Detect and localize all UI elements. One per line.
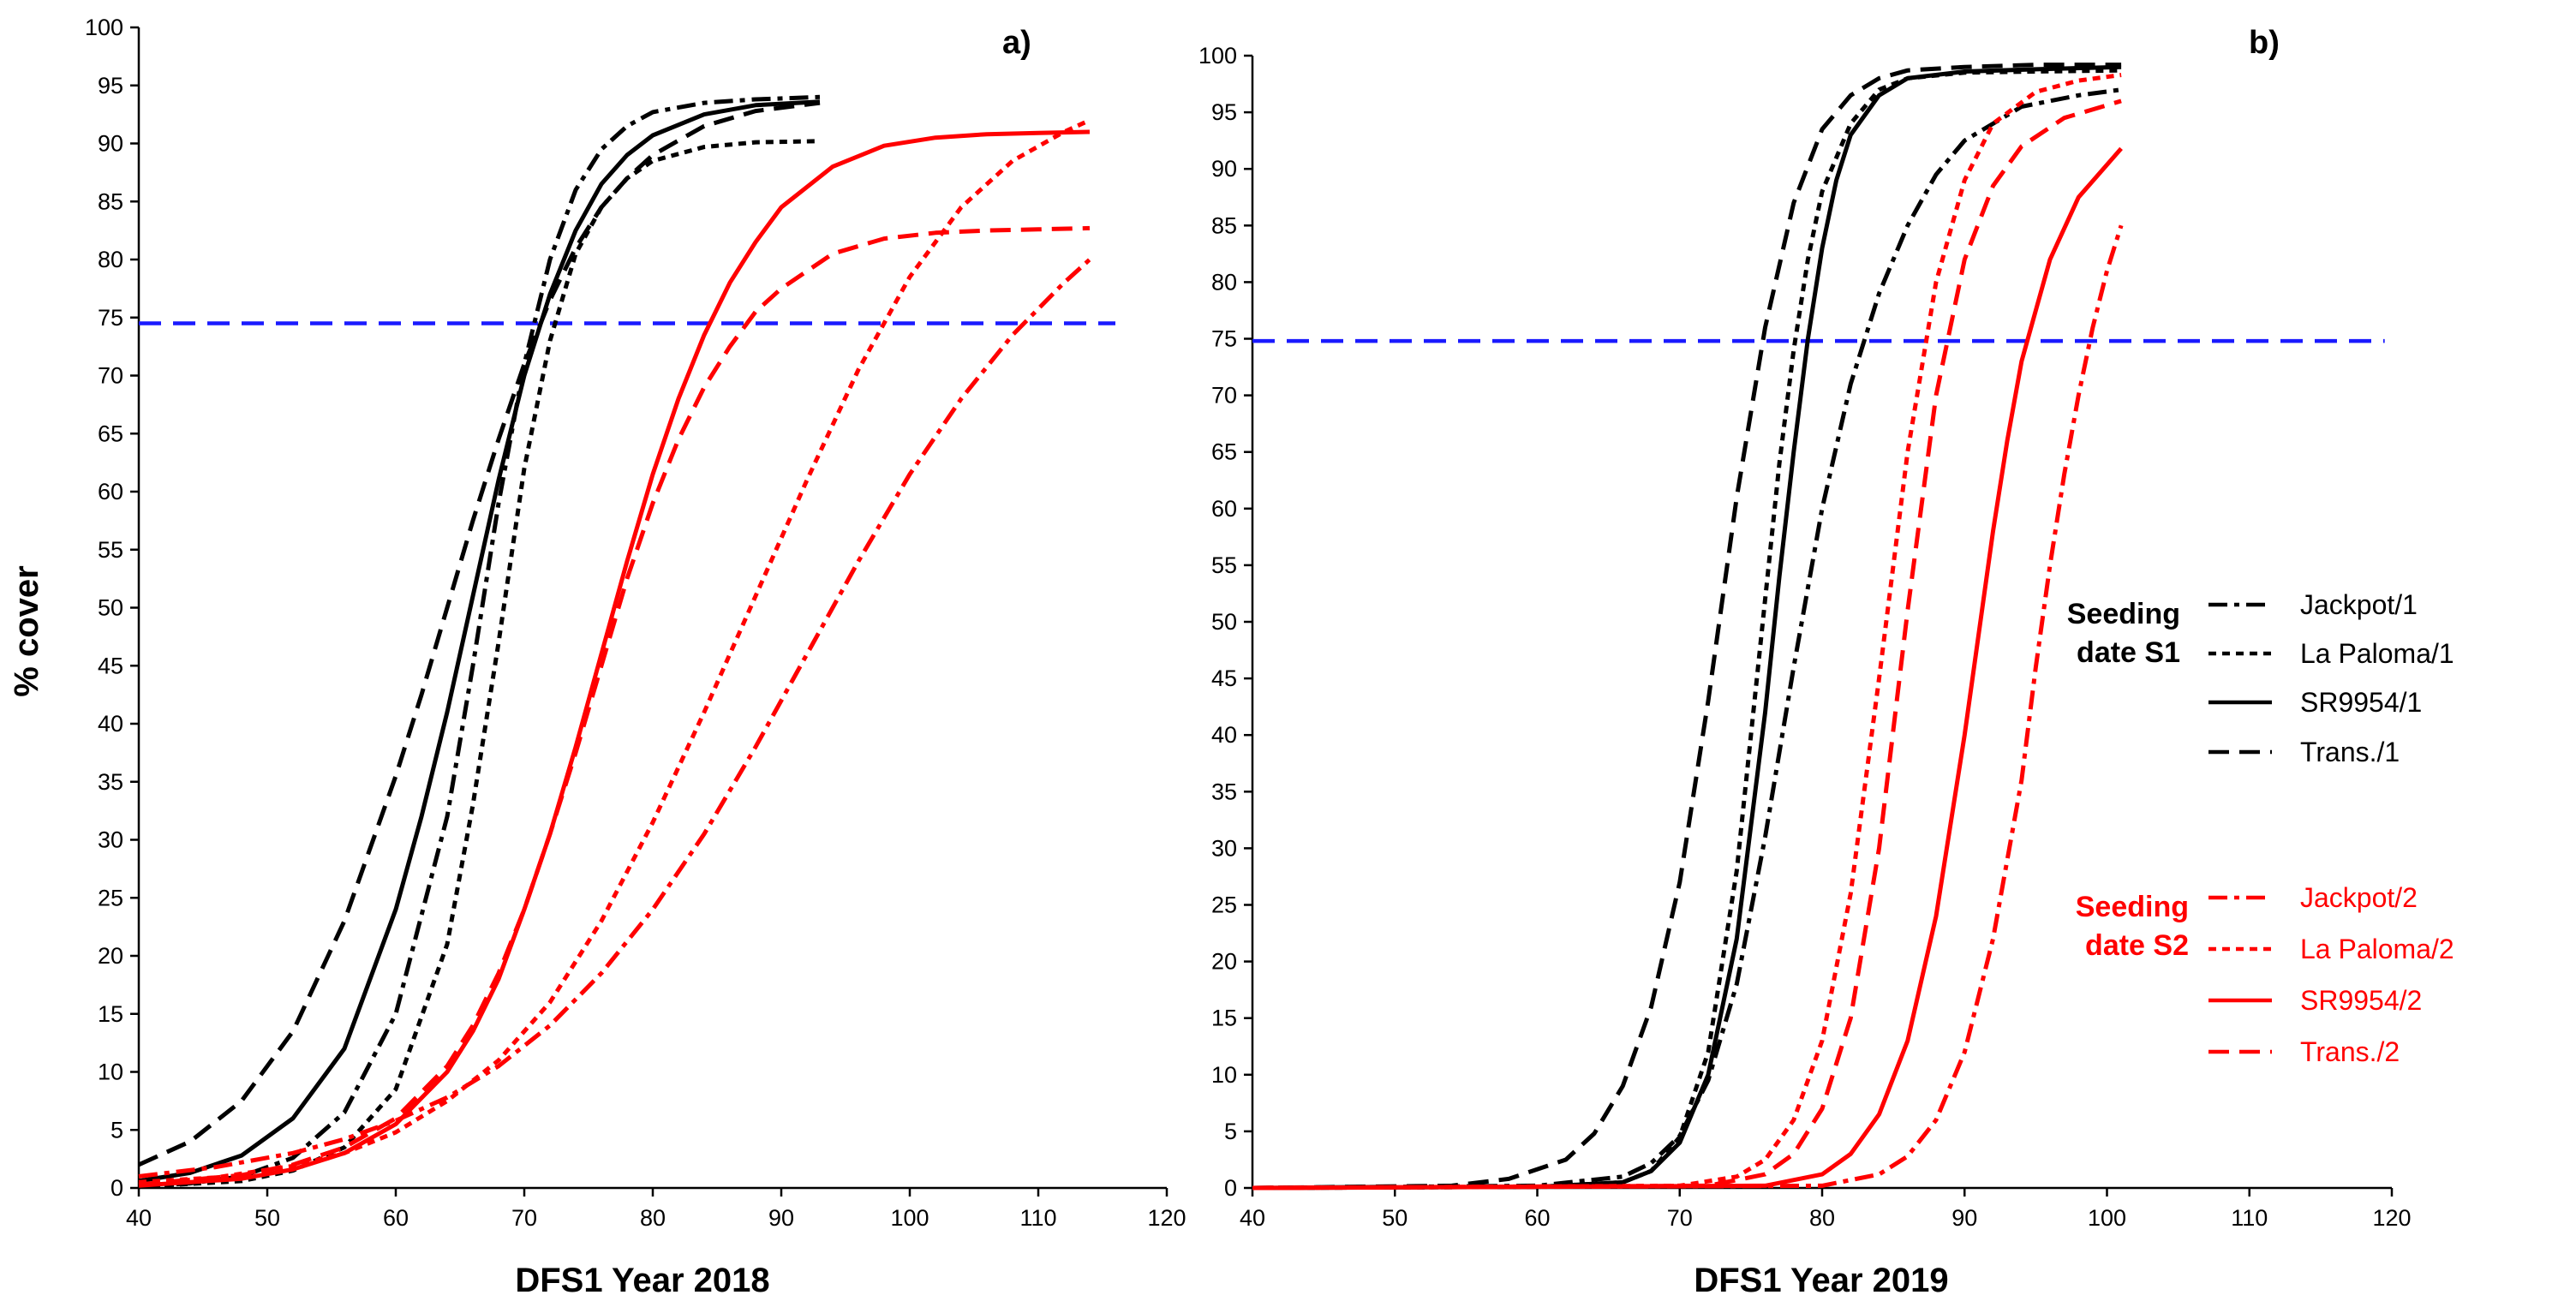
panel-b-series-trans-2: [1252, 98, 2122, 1191]
panel-a-y-tick-label: 50: [98, 595, 123, 621]
panel-a-x-tick-label: 100: [890, 1205, 929, 1231]
panel-a-series-sr9954-2: [138, 129, 1091, 1188]
panel-a-y-tick-label: 75: [98, 305, 123, 331]
legend-label: Trans./2: [2300, 1036, 2400, 1067]
panel-b-y-tick-label: 75: [1211, 326, 1237, 352]
panel-a-y-tick-label: 40: [98, 711, 123, 737]
panel-b-y-tick-label: 15: [1211, 1006, 1237, 1031]
panel-a-x-tick-label: 70: [511, 1205, 537, 1231]
panel-b-y-tick-label: 95: [1211, 99, 1237, 125]
panel-b-title: b): [2249, 25, 2280, 61]
panel-a-x-tick-label: 40: [126, 1205, 152, 1231]
legend-heading-s1-line1: Seeding: [2067, 598, 2180, 630]
panel-b-x-tick-label: 110: [2231, 1205, 2268, 1231]
panel-a-y-tick-label: 65: [98, 421, 123, 446]
panel-b-x-tick-label: 40: [1240, 1205, 1265, 1231]
legend-label: Trans./1: [2300, 737, 2400, 767]
legend-heading-s2-line2: date S2: [2085, 929, 2189, 962]
legend-label: La Paloma/2: [2300, 934, 2454, 964]
legend-label: SR9954/1: [2300, 687, 2422, 718]
panel-b-y-tick-label: 55: [1211, 552, 1237, 578]
panel-a-x-tick-label: 50: [254, 1205, 280, 1231]
panel-a-y-axis-title: % cover: [8, 565, 45, 696]
panel-b-x-axis-title: DFS1 Year 2019: [1694, 1262, 1948, 1299]
panel-a-y-tick-label: 80: [98, 247, 123, 272]
panel-b-y-tick-label: 60: [1211, 496, 1237, 522]
panel-b-y-tick-label: 85: [1211, 212, 1237, 238]
panel-a-series-la-paloma-2: [138, 118, 1091, 1185]
panel-b: b) DFS1 Year 2019 0 5 10 15 20 25 30 35 40 45 50 55…: [1198, 25, 2412, 1299]
legend-label: Jackpot/2: [2300, 882, 2418, 913]
panel-a-y-tick-label: 55: [98, 537, 123, 563]
panel-a: a) DFS1 Year 2018 % cover 0 5 10 15 20 25 30 35…: [8, 15, 1186, 1299]
panel-a-x-tick-label: 80: [640, 1205, 666, 1231]
panel-a-y-tick-label: 0: [111, 1175, 123, 1201]
panel-a-y-tick-label: 85: [98, 188, 123, 214]
panel-b-y-tick-label: 65: [1211, 439, 1237, 465]
panel-b-y-tick-label: 40: [1211, 722, 1237, 748]
panel-b-y-tick-label: 35: [1211, 779, 1237, 804]
panel-a-x-axis-title: DFS1 Year 2018: [515, 1262, 769, 1299]
legend-heading-s2-line1: Seeding: [2076, 891, 2189, 923]
panel-a-x-tick-label: 90: [768, 1205, 794, 1231]
panel-b-y-tick-label: 0: [1224, 1175, 1237, 1201]
panel-b-y-tick-label: 90: [1211, 156, 1237, 182]
panel-a-series-sr9954-1: [138, 99, 821, 1184]
panel-a-y-tick-label: 10: [98, 1059, 123, 1085]
panel-b-series-sr9954-1: [1252, 64, 2122, 1191]
panel-b-series-jackpot-2: [1252, 224, 2124, 1191]
panel-a-x-tick-label: 120: [1147, 1205, 1186, 1231]
panel-b-y-tick-label: 25: [1211, 892, 1237, 918]
legend: Seeding date S1 Seeding date S2 Jackpot/…: [2067, 589, 2454, 1067]
panel-b-y-tick-label: 70: [1211, 383, 1237, 409]
panel-b-series-trans-1: [1252, 63, 2122, 1191]
panel-a-x-tick-label: 60: [383, 1205, 409, 1231]
panel-b-y-tick-label: 80: [1211, 269, 1237, 295]
panel-a-series-la-paloma-1: [138, 139, 821, 1190]
panel-b-x-tick-label: 50: [1382, 1205, 1408, 1231]
panel-a-y-tick-label: 20: [98, 943, 123, 969]
panel-b-y-tick-label: 30: [1211, 835, 1237, 861]
panel-a-x-tick-label: 110: [1019, 1205, 1056, 1231]
panel-a-y-tick-label: 45: [98, 653, 123, 678]
panel-a-y-tick-label: 5: [111, 1117, 123, 1143]
panel-b-y-tick-label: 100: [1198, 43, 1237, 69]
panel-b-series-la-paloma-2: [1252, 73, 2122, 1191]
panel-a-y-tick-label: 25: [98, 885, 123, 910]
panel-a-series-jackpot-1: [138, 94, 821, 1190]
panel-b-y-tick-label: 5: [1224, 1119, 1237, 1144]
panel-a-y-tick-label: 100: [85, 15, 123, 40]
legend-label: Jackpot/1: [2300, 589, 2418, 620]
legend-label: SR9954/2: [2300, 985, 2422, 1016]
panel-b-x-tick-label: 120: [2372, 1205, 2411, 1231]
panel-b-y-tick-label: 20: [1211, 949, 1237, 975]
panel-a-series-jackpot-2: [138, 258, 1091, 1179]
legend-label: La Paloma/1: [2300, 638, 2454, 669]
panel-a-y-tick-label: 60: [98, 479, 123, 504]
panel-a-y-tick-label: 95: [98, 73, 123, 98]
panel-b-x-tick-label: 100: [2088, 1205, 2126, 1231]
panel-b-y-tick-label: 50: [1211, 609, 1237, 635]
panel-a-y-tick-label: 35: [98, 769, 123, 795]
panel-b-series-la-paloma-1: [1252, 68, 2122, 1191]
panel-a-y-tick-label: 15: [98, 1001, 123, 1027]
panel-b-x-tick-label: 80: [1809, 1205, 1835, 1231]
panel-b-series-sr9954-2: [1252, 146, 2123, 1191]
panel-a-y-tick-label: 90: [98, 131, 123, 157]
legend-heading-s1-line2: date S1: [2077, 636, 2180, 669]
panel-b-x-tick-label: 60: [1524, 1205, 1550, 1231]
panel-b-x-tick-label: 70: [1667, 1205, 1693, 1231]
panel-a-series-trans-1: [137, 100, 821, 1167]
panel-b-series-jackpot-1: [1252, 87, 2122, 1191]
panel-b-y-tick-label: 10: [1211, 1062, 1237, 1088]
panel-b-x-tick-label: 90: [1951, 1205, 1977, 1231]
panel-a-y-tick-label: 70: [98, 363, 123, 389]
panel-b-y-tick-label: 45: [1211, 665, 1237, 691]
panel-a-series-trans-2: [138, 225, 1091, 1187]
panel-a-y-tick-label: 30: [98, 827, 123, 853]
panel-a-title: a): [1002, 25, 1031, 61]
